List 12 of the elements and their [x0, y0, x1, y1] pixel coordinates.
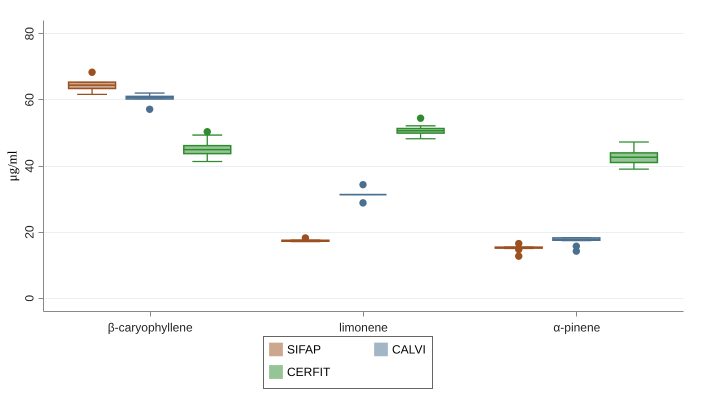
x-tick-label: limonene	[339, 320, 388, 334]
y-tick-label: 60	[22, 92, 36, 107]
x-tick-label: α-pinene	[553, 320, 601, 334]
y-tick-label: 40	[22, 159, 36, 173]
y-tick-label: 0	[22, 294, 36, 302]
x-tick-label: β-caryophyllene	[108, 320, 193, 334]
y-axis-title: μg/ml	[4, 150, 20, 182]
y-tick-label: 20	[22, 225, 36, 239]
legend-label: CALVI	[392, 342, 426, 356]
legend-label: CERFIT	[287, 365, 331, 379]
legend-label: SIFAP	[287, 342, 322, 356]
y-tick-label: 80	[22, 26, 36, 40]
